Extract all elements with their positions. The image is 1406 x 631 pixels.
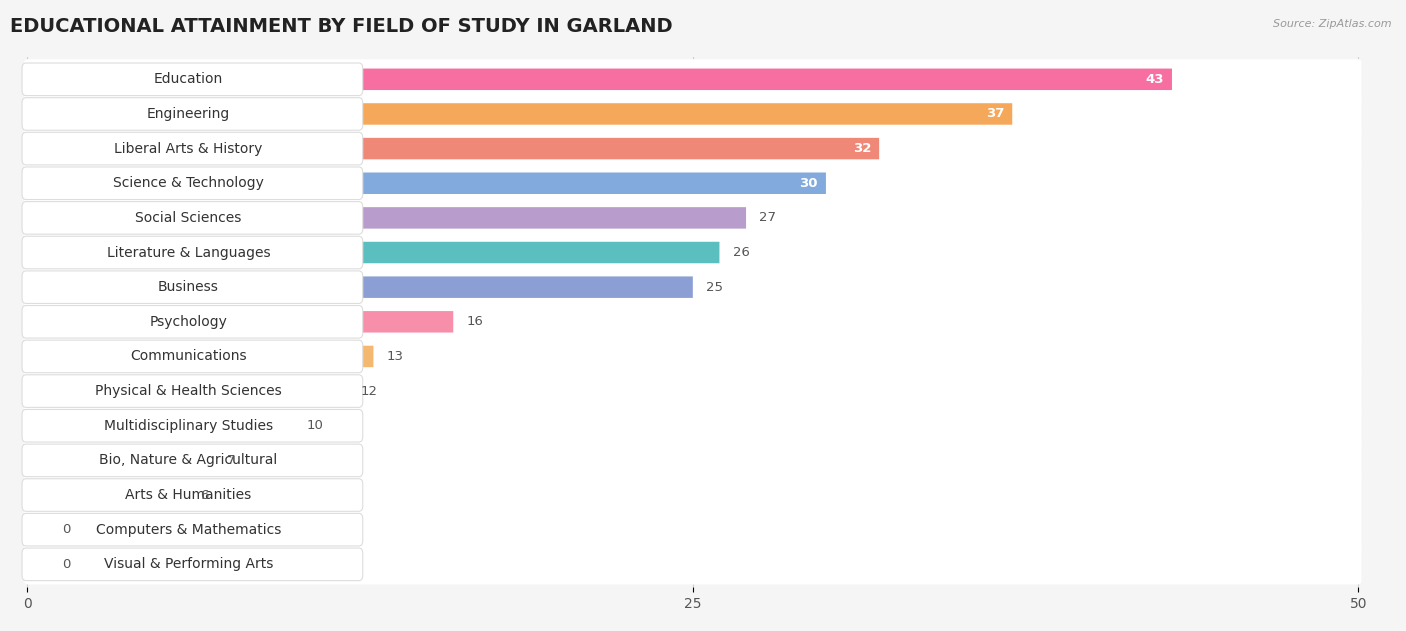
FancyBboxPatch shape <box>24 336 1361 377</box>
Text: Business: Business <box>157 280 219 294</box>
Text: Computers & Mathematics: Computers & Mathematics <box>96 522 281 537</box>
Text: Science & Technology: Science & Technology <box>112 176 264 190</box>
Text: 10: 10 <box>307 419 323 432</box>
Text: 0: 0 <box>62 558 70 571</box>
FancyBboxPatch shape <box>27 207 747 228</box>
Text: Engineering: Engineering <box>146 107 231 121</box>
Text: 37: 37 <box>986 107 1004 121</box>
FancyBboxPatch shape <box>22 444 363 476</box>
FancyBboxPatch shape <box>24 475 1361 515</box>
Text: Education: Education <box>153 73 224 86</box>
Text: Liberal Arts & History: Liberal Arts & History <box>114 141 263 156</box>
FancyBboxPatch shape <box>22 167 363 199</box>
FancyBboxPatch shape <box>24 163 1361 203</box>
Text: 27: 27 <box>759 211 776 225</box>
FancyBboxPatch shape <box>24 440 1361 480</box>
Text: 32: 32 <box>853 142 872 155</box>
FancyBboxPatch shape <box>27 380 347 402</box>
FancyBboxPatch shape <box>27 311 453 333</box>
FancyBboxPatch shape <box>27 415 294 437</box>
Text: Multidisciplinary Studies: Multidisciplinary Studies <box>104 419 273 433</box>
FancyBboxPatch shape <box>27 69 1173 90</box>
FancyBboxPatch shape <box>24 59 1361 100</box>
FancyBboxPatch shape <box>22 548 363 581</box>
FancyBboxPatch shape <box>27 103 1012 125</box>
FancyBboxPatch shape <box>27 172 825 194</box>
Text: 6: 6 <box>201 488 208 502</box>
FancyBboxPatch shape <box>24 302 1361 342</box>
FancyBboxPatch shape <box>24 510 1361 550</box>
FancyBboxPatch shape <box>22 375 363 408</box>
FancyBboxPatch shape <box>22 410 363 442</box>
FancyBboxPatch shape <box>24 232 1361 273</box>
FancyBboxPatch shape <box>22 271 363 304</box>
Text: 7: 7 <box>226 454 236 467</box>
FancyBboxPatch shape <box>24 406 1361 446</box>
Text: 12: 12 <box>360 385 377 398</box>
FancyBboxPatch shape <box>27 276 693 298</box>
FancyBboxPatch shape <box>22 340 363 373</box>
FancyBboxPatch shape <box>22 98 363 130</box>
Text: 26: 26 <box>733 246 749 259</box>
Text: Visual & Performing Arts: Visual & Performing Arts <box>104 557 273 571</box>
FancyBboxPatch shape <box>24 544 1361 584</box>
Text: Arts & Humanities: Arts & Humanities <box>125 488 252 502</box>
Text: Social Sciences: Social Sciences <box>135 211 242 225</box>
FancyBboxPatch shape <box>27 242 720 263</box>
Text: Psychology: Psychology <box>149 315 228 329</box>
FancyBboxPatch shape <box>24 371 1361 411</box>
FancyBboxPatch shape <box>27 346 374 367</box>
FancyBboxPatch shape <box>22 514 363 546</box>
FancyBboxPatch shape <box>24 198 1361 238</box>
Text: 16: 16 <box>467 316 484 328</box>
FancyBboxPatch shape <box>22 305 363 338</box>
FancyBboxPatch shape <box>27 450 214 471</box>
FancyBboxPatch shape <box>22 201 363 234</box>
FancyBboxPatch shape <box>22 133 363 165</box>
Text: Bio, Nature & Agricultural: Bio, Nature & Agricultural <box>100 454 277 468</box>
Text: Literature & Languages: Literature & Languages <box>107 245 270 259</box>
FancyBboxPatch shape <box>24 94 1361 134</box>
FancyBboxPatch shape <box>22 63 363 95</box>
Text: EDUCATIONAL ATTAINMENT BY FIELD OF STUDY IN GARLAND: EDUCATIONAL ATTAINMENT BY FIELD OF STUDY… <box>10 17 672 36</box>
Text: 0: 0 <box>62 523 70 536</box>
FancyBboxPatch shape <box>24 129 1361 168</box>
Text: 13: 13 <box>387 350 404 363</box>
Text: Physical & Health Sciences: Physical & Health Sciences <box>96 384 281 398</box>
Text: 43: 43 <box>1146 73 1164 86</box>
Text: 30: 30 <box>800 177 818 190</box>
Text: Source: ZipAtlas.com: Source: ZipAtlas.com <box>1274 19 1392 29</box>
FancyBboxPatch shape <box>27 138 879 160</box>
Text: 25: 25 <box>706 281 723 293</box>
FancyBboxPatch shape <box>27 484 187 506</box>
FancyBboxPatch shape <box>27 553 49 575</box>
FancyBboxPatch shape <box>24 267 1361 307</box>
FancyBboxPatch shape <box>22 236 363 269</box>
Text: Communications: Communications <box>131 350 246 363</box>
FancyBboxPatch shape <box>22 479 363 511</box>
FancyBboxPatch shape <box>27 519 49 540</box>
